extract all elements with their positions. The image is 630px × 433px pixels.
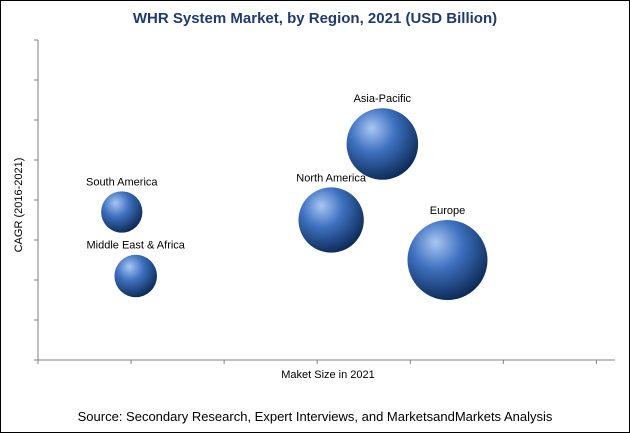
bubble-label: Asia-Pacific	[354, 93, 412, 105]
source-note: Source: Secondary Research, Expert Inter…	[77, 409, 553, 424]
bubble-south-america	[101, 191, 143, 233]
chart-axes	[34, 39, 615, 364]
bubble-middle-east-africa	[114, 254, 158, 298]
bubble-label: South America	[86, 176, 158, 188]
y-axis-label: CAGR (2016-2021)	[13, 158, 25, 253]
bubble-north-america	[298, 187, 364, 253]
bubble-label: Europe	[430, 205, 465, 217]
bubble-asia-pacific	[346, 108, 419, 180]
bubble-label: North America	[296, 172, 367, 184]
x-axis-label: Maket Size in 2021	[281, 369, 375, 381]
bubble-layer: South America Middle East & Africa North A…	[86, 93, 488, 300]
bubble-label: Middle East & Africa	[86, 240, 185, 252]
chart-title: WHR System Market, by Region, 2021 (USD …	[132, 10, 498, 27]
bubble-europe	[407, 220, 488, 300]
